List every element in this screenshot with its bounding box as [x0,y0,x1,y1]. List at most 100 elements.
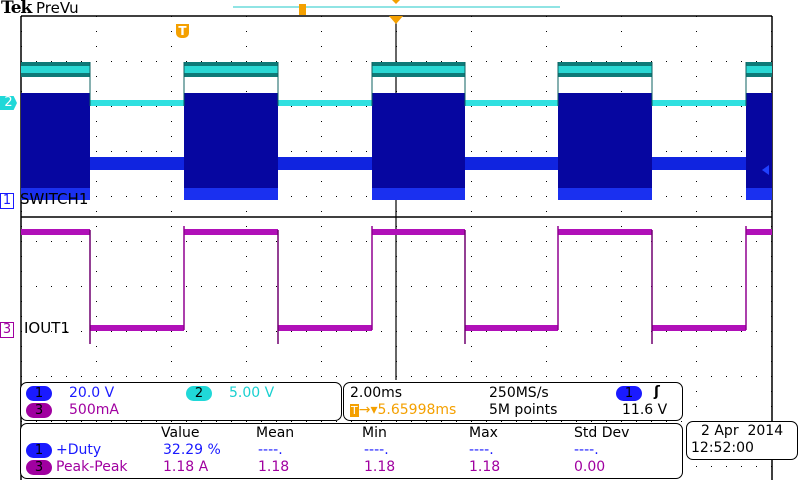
ch2-scale[interactable]: 5.00 V [229,385,275,401]
grid-dot [96,361,97,362]
grid-dot [336,196,337,197]
ch2-low-level [278,100,372,106]
grid-dot [171,31,172,32]
grid-dot [96,136,97,137]
trigger-source-badge[interactable]: 1 [616,386,642,401]
date: 2 Apr 2014 [701,423,784,439]
meas1-min: ----. [364,442,389,458]
grid-dot [636,421,637,422]
trigger-level[interactable]: 11.6 V [622,402,668,418]
trigger-position-marker[interactable]: T [176,24,189,38]
grid-dot [561,286,562,287]
traces [21,62,772,344]
grid-dot [291,376,292,377]
grid-dot [321,361,322,362]
grid-dot [546,106,547,107]
grid-dot [456,421,457,422]
grid-dot [756,331,757,332]
grid-dot [516,376,517,377]
grid-dot [546,241,547,242]
grid-dot [321,121,322,122]
grid-dot [171,316,172,317]
grid-dot [501,421,502,422]
ch3-ground-marker[interactable]: 3 [0,322,14,338]
grid-dot [471,151,472,152]
grid-dot [111,196,112,197]
grid-dot [666,421,667,422]
grid-dot [516,421,517,422]
grid-dot [96,121,97,122]
grid-dot [96,226,97,227]
grid-dot [696,121,697,122]
ch3-high-level [372,229,465,235]
timebase[interactable]: 2.00ms [350,385,403,401]
grid-dot [96,376,97,377]
trigger-delay[interactable]: T→▾5.65998ms [350,402,457,418]
grid-dot [636,61,637,62]
grid-dot [246,361,247,362]
ch3-badge[interactable]: 3 [26,403,52,418]
grid-dot [156,376,157,377]
grid-dot [441,286,442,287]
grid-dot [81,421,82,422]
grid-dot [621,421,622,422]
grid-dot [681,421,682,422]
grid-dot [711,331,712,332]
grid-dot [741,241,742,242]
grid-dot [351,286,352,287]
meas1-name[interactable]: +Duty [56,442,102,458]
grid-dot [246,376,247,377]
grid-dot [321,346,322,347]
grid-dot [261,241,262,242]
grid-dot [561,61,562,62]
grid-dot [711,106,712,107]
grid-dot [246,241,247,242]
grid-dot [441,241,442,242]
ch1-ground-marker[interactable]: 1 [0,193,14,209]
grid-dot [486,196,487,197]
col-header-min: Min [362,425,387,441]
grid-dot [471,181,472,182]
grid-dot [171,61,172,62]
grid-dot [246,331,247,332]
grid-dot [321,241,322,242]
ch1-scale[interactable]: 20.0 V [69,385,115,401]
meas2-name[interactable]: Peak-Peak [56,459,128,475]
grid-dot [336,241,337,242]
ch3-scale[interactable]: 500mA [69,402,119,418]
grid-dot [501,376,502,377]
grid-dot [621,211,622,212]
grid-dot [621,301,622,302]
grid-dot [366,331,367,332]
grid-dot [621,271,622,272]
grid-dot [651,421,652,422]
grid-dot [171,346,172,347]
grid-dot [306,331,307,332]
meas1-channel-badge: 1 [26,443,52,458]
ch2-badge[interactable]: 2 [186,386,212,401]
grid-dot [141,151,142,152]
grid-dot [696,286,697,287]
grid-dot [696,406,697,407]
ch3-high-level [21,229,90,235]
grid-dot [231,331,232,332]
grid-dot [351,241,352,242]
ch2-ground-marker[interactable]: 2 [0,96,17,110]
grid-dot [366,106,367,107]
ch1-badge[interactable]: 1 [26,386,52,401]
grid-dot [531,286,532,287]
grid-dot [426,286,427,287]
col-header-std-dev: Std Dev [574,425,630,441]
grid-dot [186,241,187,242]
grid-dot [231,286,232,287]
grid-dot [66,241,67,242]
grid-dot [351,331,352,332]
grid-dot [126,151,127,152]
grid-dot [606,286,607,287]
grid-dot [426,421,427,422]
grid-dot [141,286,142,287]
grid-dot [696,61,697,62]
grid-dot [591,331,592,332]
ch1-high-edge [372,188,465,200]
grid-dot [96,91,97,92]
